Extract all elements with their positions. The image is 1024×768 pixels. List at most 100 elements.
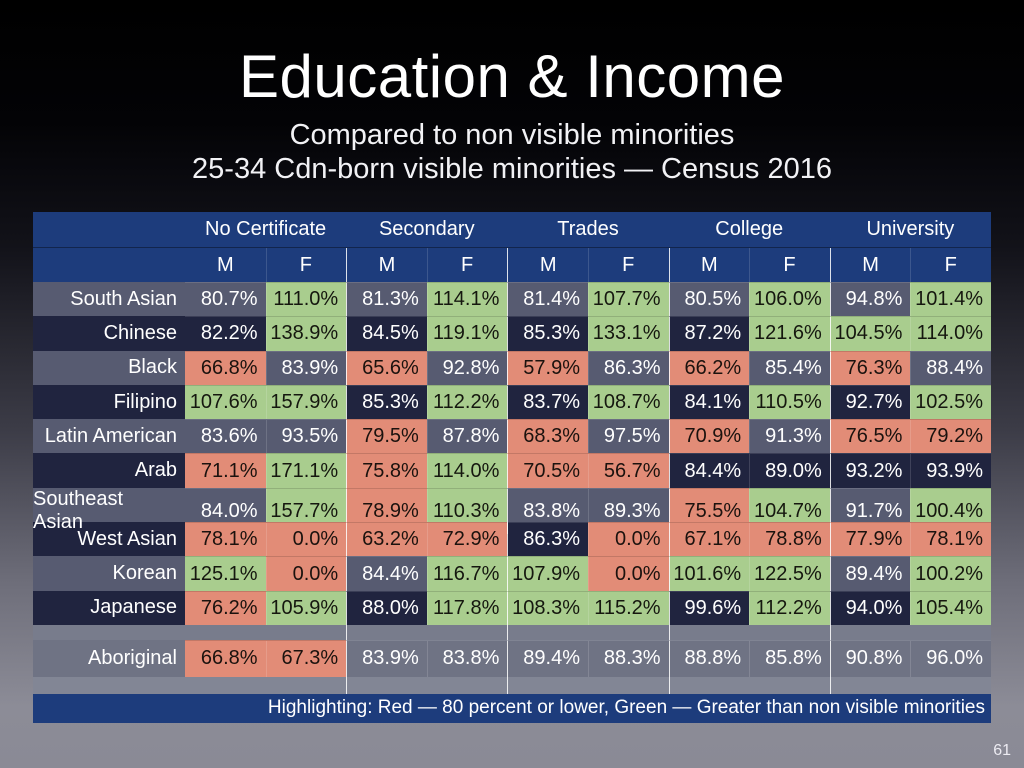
page-title: Education & Income: [239, 43, 785, 110]
value-cell: 88.3%: [587, 639, 669, 677]
value-cell: 89.0%: [749, 453, 830, 487]
spacer-cell: [427, 677, 508, 694]
value-cell: 81.4%: [507, 282, 588, 317]
value-cell: 89.4%: [507, 639, 588, 677]
value-cell: 76.2%: [185, 590, 266, 625]
value-cell: 87.2%: [668, 316, 750, 351]
value-cell: 83.8%: [507, 487, 588, 534]
row-label: Chinese: [103, 321, 177, 344]
value-cell: 66.2%: [668, 350, 750, 385]
value-cell: 106.0%: [749, 282, 830, 317]
value-cell: 83.9%: [265, 350, 347, 385]
value-cell: 115.2%: [587, 590, 669, 625]
value-cell: 107.7%: [587, 282, 669, 317]
value-cell: 67.3%: [265, 639, 347, 677]
value-cell: 108.7%: [587, 384, 669, 420]
value-cell: 70.9%: [668, 419, 750, 454]
subcolumn-header: F: [266, 248, 347, 282]
value-cell: 171.1%: [265, 453, 347, 488]
subcolumn-header: M: [507, 248, 588, 282]
value-cell: 89.3%: [587, 487, 669, 534]
value-cell: 85.3%: [346, 384, 427, 420]
value-cell: 138.9%: [265, 316, 347, 351]
value-cell: 79.5%: [346, 419, 427, 454]
value-cell: 84.0%: [185, 487, 266, 534]
spacer-cell: [507, 624, 588, 640]
value-cell: 85.3%: [507, 316, 588, 351]
value-cell: 83.8%: [426, 639, 508, 677]
column-group-header: University: [866, 218, 955, 240]
value-cell: 121.6%: [749, 316, 830, 351]
value-cell: 111.0%: [265, 282, 347, 317]
value-cell: 119.1%: [426, 316, 508, 351]
value-cell: 63.2%: [346, 522, 427, 557]
value-cell: 114.1%: [426, 282, 508, 317]
spacer-cell: [829, 624, 911, 640]
education-income-table: No Certificate Secondary Trades College Univ…: [33, 212, 991, 723]
value-cell: 66.8%: [185, 639, 266, 677]
value-cell: 93.9%: [910, 453, 991, 487]
spacer-row: [33, 676, 991, 694]
value-cell: 0.0%: [265, 522, 347, 557]
subtitle-line-1: Compared to non visible minorities: [289, 119, 735, 151]
value-cell: 0.0%: [587, 522, 669, 557]
table-row: West Asian 78.1% 0.0% 63.2% 72.9% 86.3% 0.0% 67…: [33, 522, 991, 557]
value-cell: 71.1%: [185, 453, 266, 488]
value-cell: 85.8%: [749, 639, 830, 677]
value-cell: 93.2%: [829, 453, 911, 488]
value-cell: 101.6%: [668, 556, 750, 591]
column-group-header: Trades: [557, 218, 619, 240]
row-label: Latin American: [44, 424, 177, 447]
spacer-cell: [829, 676, 911, 694]
spacer-cell: [346, 676, 427, 694]
value-cell: 88.4%: [910, 350, 991, 385]
subcolumn-header: F: [749, 248, 830, 282]
value-cell: 93.5%: [265, 419, 347, 453]
value-cell: 110.5%: [749, 384, 830, 420]
value-cell: 84.4%: [668, 453, 750, 488]
spacer-cell: [185, 677, 266, 694]
value-cell: 76.5%: [829, 419, 911, 454]
header-corner-cell: [33, 248, 185, 282]
value-cell: 114.0%: [426, 453, 508, 488]
row-label: West Asian: [77, 527, 177, 550]
value-cell: 84.5%: [346, 316, 427, 351]
spacer-cell: [749, 625, 830, 640]
row-label: Japanese: [90, 596, 177, 619]
value-cell: 0.0%: [265, 556, 347, 591]
value-cell: 125.1%: [185, 556, 266, 591]
value-cell: 88.8%: [668, 639, 750, 677]
table-row: Southeast Asian 84.0% 157.7% 78.9% 110.3% 83.…: [33, 487, 991, 534]
row-label: South Asian: [70, 287, 177, 310]
value-cell: 105.4%: [910, 590, 991, 625]
spacer-cell: [910, 677, 991, 694]
subcolumn-header: M: [346, 248, 427, 282]
header-group-row: No Certificate Secondary Trades College Univ…: [33, 212, 991, 247]
value-cell: 92.8%: [426, 350, 508, 385]
value-cell: 114.0%: [910, 316, 991, 351]
value-cell: 78.1%: [910, 522, 991, 557]
value-cell: 88.0%: [346, 590, 427, 625]
value-cell: 94.8%: [829, 282, 911, 317]
spacer-cell: [588, 677, 669, 694]
value-cell: 65.6%: [346, 350, 427, 385]
column-group-header: No Certificate: [205, 218, 327, 240]
subcolumn-header: M: [216, 254, 234, 276]
row-label: Korean: [112, 562, 178, 585]
subcolumn-header: F: [427, 248, 508, 282]
subcolumn-header: M: [668, 248, 750, 282]
value-cell: 78.8%: [749, 522, 830, 557]
value-cell: 91.3%: [749, 419, 830, 453]
table-row: Aboriginal 66.8% 67.3% 83.9% 83.8% 89.4% 88.3%…: [33, 639, 991, 677]
value-cell: 76.3%: [829, 350, 911, 385]
table-row: Filipino 107.6% 157.9% 85.3% 112.2% 83.7% 108.…: [33, 384, 991, 420]
table-row: Arab 71.1% 171.1% 75.8% 114.0% 70.5% 56.7% 84.4…: [33, 453, 991, 488]
value-cell: 99.6%: [668, 590, 750, 625]
value-cell: 80.5%: [668, 282, 750, 317]
value-cell: 92.7%: [829, 384, 911, 420]
header-corner-cell: [33, 212, 185, 247]
value-cell: 87.8%: [426, 419, 508, 453]
spacer-row: [33, 624, 991, 640]
